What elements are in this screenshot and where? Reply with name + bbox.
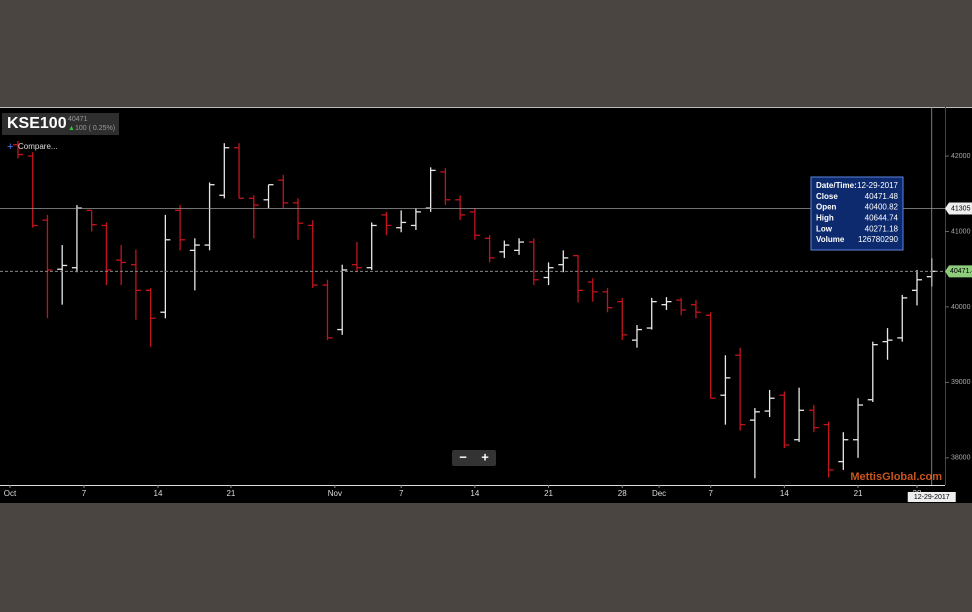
x-tick-label: 7 [399, 489, 404, 498]
x-tick-label: Nov [328, 489, 342, 498]
tooltip-label: High [816, 214, 834, 223]
y-tick-label: 41000 [951, 228, 971, 235]
tooltip-label: Open [816, 203, 837, 212]
x-tick-label: 14 [154, 489, 163, 498]
tooltip-label: Volume [816, 235, 845, 244]
crosshair-x-label: 12-29-2017 [914, 494, 950, 501]
tooltip-value: 40471.48 [865, 192, 899, 201]
y-tick-label: 39000 [951, 379, 971, 386]
x-tick-label: 21 [544, 489, 553, 498]
x-tick-label: 14 [470, 489, 479, 498]
symbol: KSE100 [7, 115, 67, 132]
watermark: MettisGlobal.com [850, 471, 942, 483]
chart-panel [0, 107, 972, 503]
zoom-out[interactable]: − [459, 449, 467, 464]
y-tick-label: 40000 [951, 304, 971, 311]
compare-plus[interactable]: + [7, 141, 13, 153]
up-arrow: ▲ [68, 125, 75, 132]
plot: 38000 39000 40000 41000 42000 Oct 7 14 21 Nov 7 14 2… [4, 140, 971, 498]
last-price-label: 40471.4 [950, 268, 972, 275]
zoom-bar [452, 450, 496, 466]
x-tick-label: 7 [82, 489, 87, 498]
zoom-in[interactable]: + [481, 449, 489, 464]
change: 100 ( 0.25%) [75, 125, 115, 132]
crosshair-y-tag [945, 202, 972, 215]
tooltip-label: Low [816, 224, 833, 233]
x-tick-label: 14 [780, 489, 789, 498]
y-tick-label: 38000 [951, 455, 971, 462]
x-tick-label: 21 [226, 489, 235, 498]
x-tick-label: Oct [4, 489, 17, 498]
tooltip-value: 40271.18 [865, 224, 899, 233]
last-price-tag [945, 265, 972, 278]
tooltip-value: 12-29-2017 [857, 181, 898, 190]
y-tick-label: 42000 [951, 153, 971, 160]
header-box [2, 113, 119, 135]
tooltip-label: Close [816, 192, 838, 201]
tooltip-value: 40644.74 [865, 214, 899, 223]
crosshair-x-tag [907, 492, 956, 502]
last-price: 40471 [68, 116, 88, 123]
tooltip-box [810, 176, 904, 251]
tooltip-value: 40400.82 [865, 203, 899, 212]
x-tick-label: 7 [708, 489, 713, 498]
x-tick-label: Dec [652, 489, 666, 498]
overlay: 40471.44130512-29-2017Date/Time:12-29-20… [0, 107, 972, 502]
crosshair-y-label: 41305 [951, 205, 971, 212]
x-tick-label: 28 [618, 489, 627, 498]
tooltip-label: Date/Time: [816, 181, 857, 190]
tooltip-value: 126780290 [858, 235, 899, 244]
compare[interactable]: Compare... [18, 142, 58, 151]
x-tick-label: 21 [854, 489, 863, 498]
